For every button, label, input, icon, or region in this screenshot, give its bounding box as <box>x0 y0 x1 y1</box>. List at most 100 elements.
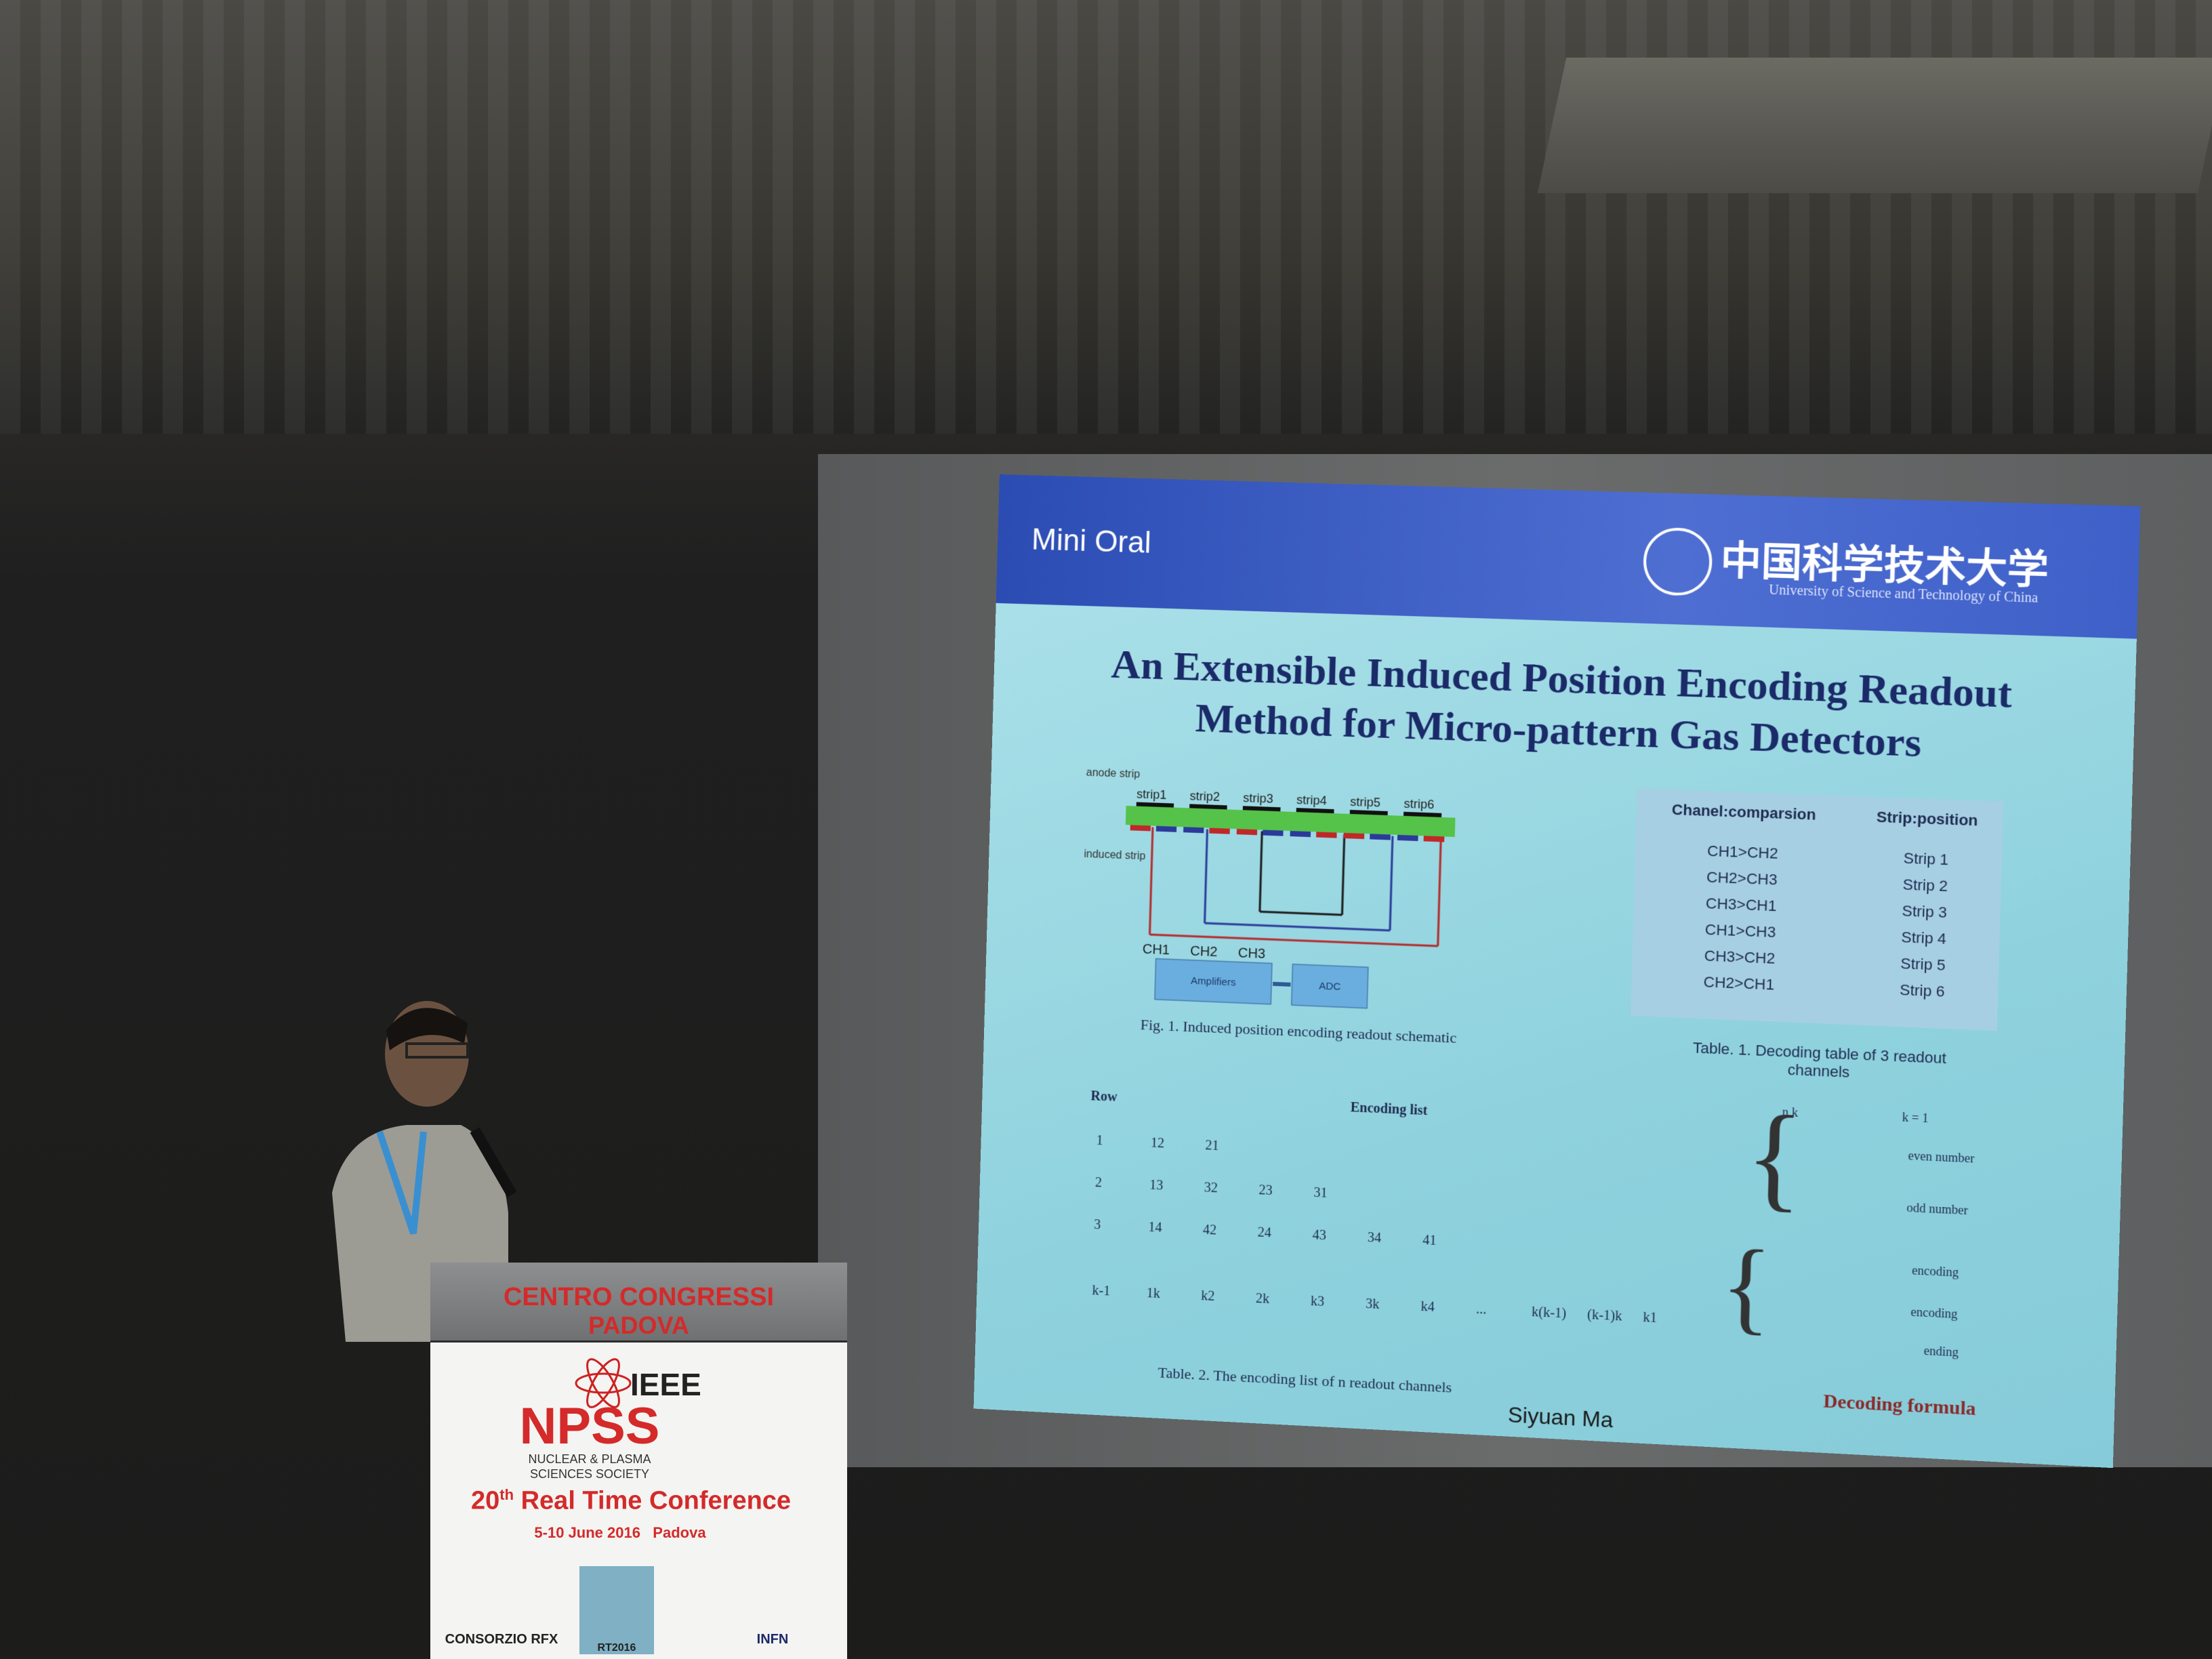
table-cell: 21 <box>1205 1138 1219 1154</box>
table-cell: 2k <box>1255 1290 1270 1307</box>
brace: { <box>1744 1090 1805 1223</box>
ceiling-light <box>1537 58 2212 193</box>
table-cell: 43 <box>1312 1227 1327 1244</box>
venue: PADOVA <box>588 1311 689 1339</box>
org-big: NPSS <box>519 1397 660 1455</box>
table-caption: Table. 2. The encoding list of n readout… <box>1158 1364 1452 1396</box>
org: IEEE <box>630 1367 701 1402</box>
formula-term: encoding <box>1910 1305 1958 1322</box>
channel-label: CH2 <box>1190 943 1218 960</box>
table-cell: 41 <box>1422 1232 1437 1248</box>
glasses <box>405 1042 469 1059</box>
sponsor-logo: RT2016 <box>579 1566 654 1654</box>
table-cell: k(k-1) <box>1531 1304 1567 1322</box>
schematic: anode strip induced strip strip1 strip2 stri… <box>1084 767 1456 1031</box>
hair <box>386 1008 468 1050</box>
university-logo <box>1642 527 1713 597</box>
induced-strip <box>1209 827 1230 834</box>
sponsor-logo: CONSORZIO RFX <box>444 1593 559 1647</box>
strip-label: strip1 <box>1136 787 1167 802</box>
channel-label: CH3 <box>1238 945 1266 962</box>
venue: CENTRO CONGRESSI <box>503 1283 775 1311</box>
table-cell: 3k <box>1365 1296 1380 1312</box>
formula-caption: Decoding formula <box>1823 1390 1976 1420</box>
org-sub: NUCLEAR & PLASMA <box>528 1452 651 1466</box>
channel-label: CH1 <box>1143 942 1170 958</box>
formula-term: odd number <box>1906 1200 1969 1218</box>
podium-panel: IEEE NPSS NUCLEAR & PLASMA SCIENCES SOCI… <box>430 1343 847 1659</box>
induced-strip <box>1130 825 1151 832</box>
table-cell: 34 <box>1367 1229 1382 1246</box>
table-cell: k3 <box>1310 1293 1325 1309</box>
slide: Mini Oral 中国科学技术大学 University of Science… <box>973 474 2141 1469</box>
adc-box <box>1292 964 1368 1008</box>
conference: 20th Real Time Conference <box>471 1486 791 1516</box>
table-cell: 13 <box>1149 1177 1164 1193</box>
sponsor-name: CONSORZIO RFX <box>445 1632 558 1647</box>
table-cell: 32 <box>1204 1180 1218 1196</box>
adc-label: ADC <box>1319 980 1341 992</box>
strip-label: strip2 <box>1189 789 1220 804</box>
header-cell: Row <box>1090 1088 1118 1105</box>
podium-sign: CENTRO CONGRESSI PADOVA <box>430 1263 847 1340</box>
conference-name: Real Time Conference <box>520 1486 792 1515</box>
microphone <box>470 1127 517 1197</box>
table-cell: (k-1)k <box>1586 1307 1622 1324</box>
ordinal-suffix: th <box>499 1486 514 1503</box>
org-sub: SCIENCES SOCIETY <box>529 1467 650 1481</box>
table-cell: ... <box>1475 1301 1487 1317</box>
formula-term: ending <box>1923 1343 1959 1359</box>
induced-label: induced strip <box>1084 848 1146 862</box>
table-cell: 2 <box>1094 1174 1103 1191</box>
strip-label: strip4 <box>1296 793 1327 808</box>
table-cell: 23 <box>1258 1182 1273 1199</box>
table-caption: Table. 1. Decoding table of 3 readout ch… <box>1692 1039 1947 1081</box>
sponsor-name: RT2016 <box>597 1642 636 1654</box>
formula-term: encoding <box>1911 1263 1959 1279</box>
table-cell: 1k <box>1146 1286 1161 1302</box>
induced-strip <box>1183 827 1204 834</box>
ieee-logo <box>575 1358 632 1408</box>
strip-label: strip5 <box>1350 795 1380 810</box>
table-cell: k4 <box>1420 1298 1435 1315</box>
table-cell: 3 <box>1093 1216 1101 1233</box>
presenter: Siyuan Ma <box>1507 1401 1614 1433</box>
table-cell: 42 <box>1202 1222 1217 1238</box>
brace: { <box>1719 1228 1774 1345</box>
header-text: Mini Oral <box>1031 523 1152 560</box>
header-cell: Encoding list <box>1350 1100 1428 1119</box>
table-bg: Chanel:comparsion Strip:position CH1>CH2 St… <box>1631 788 2004 1031</box>
ordinal: 20 <box>471 1486 500 1515</box>
formula-term: even number <box>1908 1148 1975 1166</box>
schematic-labels <box>1059 762 1492 1031</box>
table-cell: 14 <box>1148 1219 1162 1235</box>
strip-label: strip3 <box>1243 791 1273 806</box>
lanyard <box>376 1130 427 1235</box>
anode-strip <box>1136 802 1174 808</box>
table-cell: 24 <box>1257 1225 1272 1241</box>
sponsors: CONSORZIO RFX RT2016 INFN <box>444 1566 837 1654</box>
table-cell: 1 <box>1096 1132 1104 1149</box>
header-cell: Chanel:comparsion <box>1671 800 1817 823</box>
induced-strip <box>1155 825 1177 832</box>
amplifier-label: Amplifiers <box>1191 975 1236 989</box>
anode-label: anode strip <box>1086 767 1141 781</box>
table-cell: 12 <box>1150 1135 1165 1151</box>
table-cell: k1 <box>1643 1309 1658 1326</box>
dates: 5-10 June 2016 Padova <box>534 1524 706 1541</box>
header-cell: Strip:position <box>1876 808 1978 830</box>
table-cell: k-1 <box>1092 1283 1111 1299</box>
table-cell: 31 <box>1313 1185 1328 1201</box>
decoding-table: Chanel:comparsion Strip:position CH1>CH2 St… <box>1631 789 2003 1008</box>
podium: CENTRO CONGRESSI PADOVA IEEE NPSS NUCLEA… <box>430 1263 847 1659</box>
amplifier-box <box>1155 959 1272 1004</box>
strip-label: strip6 <box>1404 797 1434 812</box>
table-cell: k2 <box>1200 1288 1215 1305</box>
sponsor-logo: INFN <box>715 1593 830 1647</box>
table-cell: Strip 6 <box>1899 981 1946 1000</box>
formula-term: k = 1 <box>1902 1110 1929 1126</box>
encoding-table: Row Encoding list 1 12 21 2 13 32 23 31 3 14 42 24 43 3… <box>1057 1087 1670 1348</box>
sponsor-name: INFN <box>756 1632 789 1647</box>
